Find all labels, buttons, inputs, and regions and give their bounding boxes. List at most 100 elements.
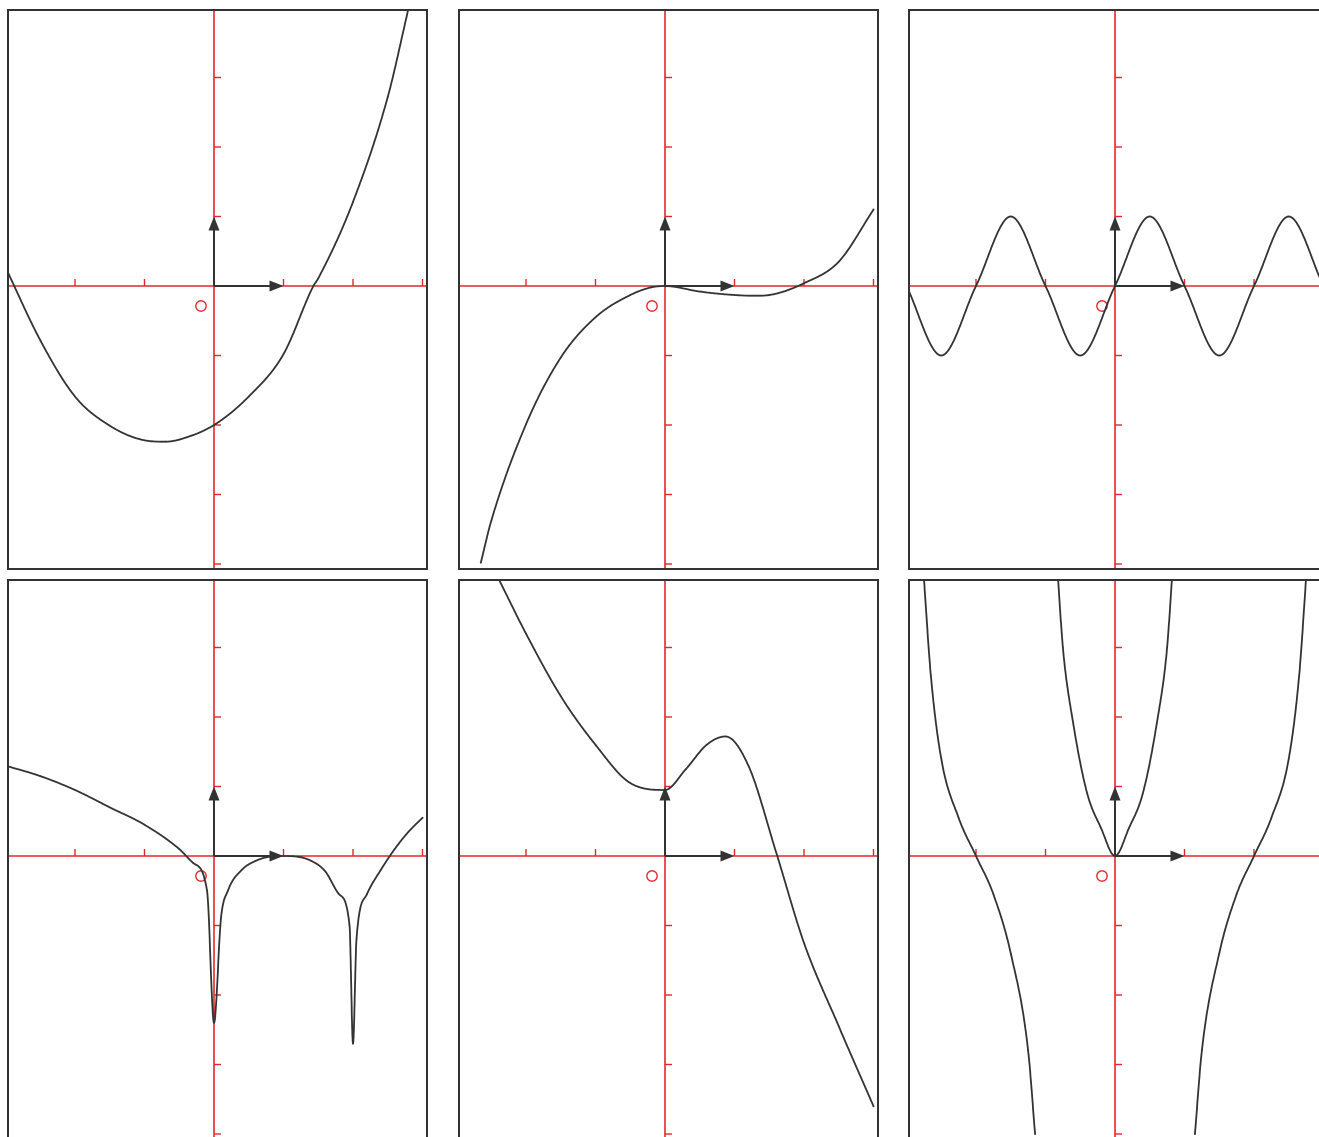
panel-frame [908,9,1319,570]
data-point [872,208,875,211]
panel-frame [458,579,879,1137]
panel-frame [458,9,879,570]
data-point [348,924,351,927]
data-point [1141,792,1144,795]
data-point [39,339,42,342]
arrowhead-y-icon [208,786,220,801]
data-point [940,354,943,357]
data-point [1009,215,1012,218]
data-point [803,941,805,944]
data-point [324,870,327,873]
origin-circle-icon [646,870,658,882]
data-point [629,294,632,296]
data-point [698,290,701,293]
data-point [525,423,527,426]
data-point [39,775,42,777]
data-point [192,862,195,864]
data-point [940,757,943,760]
data-point [310,859,313,862]
arrowhead-x-icon [720,280,735,292]
arrowhead-y-icon [659,786,671,801]
data-point [213,424,215,426]
data-point [143,823,146,826]
data-point [178,848,181,850]
data-point [74,395,76,398]
data-point [1194,1133,1196,1135]
data-point [1027,1049,1030,1052]
arrowhead-y-icon [1109,216,1121,231]
series-curve [8,10,410,443]
data-point [957,816,960,819]
arrowhead-x-icon [1170,280,1185,292]
data-point [366,893,368,896]
data-point [1218,354,1221,357]
data-point [74,789,76,791]
data-point [559,695,562,698]
data-point [407,830,410,833]
data-point [975,285,977,287]
data-point [1253,285,1255,287]
data-point [108,424,111,427]
series-curve [479,208,875,564]
chart-panel-5 [458,579,879,1137]
data-point [1072,723,1075,725]
chart-panel-3 [906,9,1319,570]
data-point [992,893,995,896]
chart-panel-2 [458,9,879,570]
data-point [768,294,771,296]
arrowhead-x-icon [269,850,284,862]
data-point [352,1042,354,1045]
data-point [1034,1133,1036,1135]
data-point [559,356,562,359]
data-point [355,938,358,941]
origin-circle-icon [646,300,658,312]
data-point [747,764,750,767]
data-point [1044,285,1047,287]
data-point [1218,952,1221,955]
data-point [1200,1049,1203,1052]
data-point [525,632,527,635]
data-point [227,889,229,892]
data-point [5,266,7,268]
data-point [1100,827,1102,830]
data-point [975,855,977,857]
data-point [5,765,7,767]
chart-panel-6 [908,577,1319,1137]
data-point [923,577,925,579]
data-point [1079,354,1082,357]
data-point [906,285,908,287]
data-point [213,1021,215,1024]
arrowhead-x-icon [269,280,284,292]
data-point [1086,792,1089,795]
panel-frame [7,579,428,1137]
data-point [421,816,424,819]
data-point [393,848,396,850]
data-point [164,440,167,443]
data-point [143,439,146,442]
arrowhead-y-icon [1109,786,1121,801]
arrowhead-x-icon [1170,850,1185,862]
data-point [296,855,299,858]
data-point [1166,646,1169,649]
data-point [754,294,757,297]
data-point [1128,827,1130,830]
data-point [408,7,410,9]
data-point [178,438,181,441]
data-point [733,294,736,296]
data-point [1287,757,1290,760]
data-point [247,395,250,398]
series-curve [498,580,875,1108]
data-point [1298,674,1301,677]
data-point [650,286,652,289]
data-point [684,768,687,771]
data-point [837,260,840,263]
data-point [705,743,708,746]
data-point [479,561,482,564]
data-point [1235,893,1238,896]
chart-panel-4 [5,579,428,1137]
data-point [1057,577,1059,579]
data-point [386,96,389,98]
data-point [1287,215,1290,218]
origin-circle-icon [195,300,207,312]
